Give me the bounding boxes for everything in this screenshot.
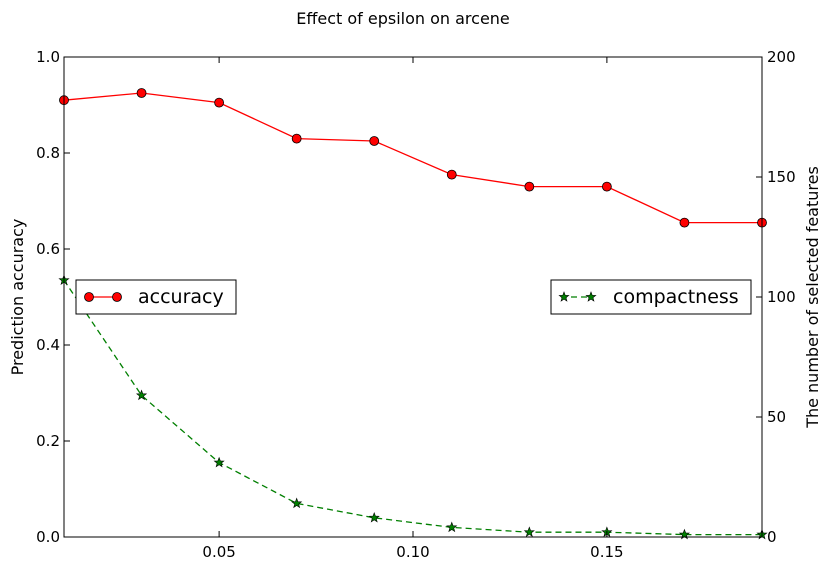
data-point-compactness — [523, 526, 535, 537]
data-point-compactness — [368, 511, 380, 523]
x-tick-label: 0.05 — [202, 543, 235, 561]
legend-accuracy-label: accuracy — [138, 286, 224, 308]
data-point-accuracy — [214, 97, 225, 108]
y-tick-label-right: 200 — [767, 48, 796, 66]
ticks-layer: 0.05 0.10 0.15 0.0 0.2 0.4 0.6 0.8 1.0 0 50 100 150 2… — [36, 48, 796, 561]
data-point-accuracy — [291, 133, 302, 144]
data-point-compactness — [213, 456, 225, 468]
data-point-accuracy — [369, 136, 380, 146]
data-point-accuracy — [446, 169, 457, 180]
chart-title: Effect of epsilon on arcene — [296, 9, 510, 28]
y-tick-label-right: 100 — [767, 288, 796, 306]
data-point-compactness — [446, 521, 458, 533]
y-tick-label-left: 0.2 — [36, 432, 60, 450]
x-tick-label: 0.10 — [396, 543, 429, 561]
y-tick-label-left: 0.8 — [36, 144, 60, 162]
legend-compactness-marker — [585, 291, 597, 302]
legend-compactness-label: compactness — [613, 286, 739, 308]
y-axis-label-left: Prediction accuracy — [8, 219, 27, 376]
y-tick-label-right: 0 — [767, 528, 777, 546]
legend-compactness: compactness — [550, 279, 752, 315]
data-point-accuracy — [524, 181, 535, 192]
legend-compactness-marker — [558, 291, 570, 302]
y-axis-label-right: The number of selected features — [803, 166, 822, 429]
data-point-accuracy — [679, 217, 690, 228]
data-point-accuracy — [601, 181, 612, 192]
y-tick-label-left: 0.6 — [36, 240, 60, 258]
x-tick-label: 0.15 — [590, 543, 623, 561]
y-tick-label-right: 50 — [767, 408, 786, 426]
data-point-compactness — [135, 389, 148, 401]
legend-accuracy: accuracy — [75, 279, 237, 315]
series-line-accuracy — [63, 92, 762, 224]
data-point-compactness — [291, 497, 303, 509]
y-tick-label-right: 150 — [767, 168, 796, 186]
series-line-compactness — [63, 279, 762, 536]
legend-accuracy-marker — [112, 292, 122, 302]
data-point-accuracy — [136, 88, 147, 98]
y-tick-label-left: 1.0 — [36, 48, 60, 66]
y-tick-label-left: 0.0 — [36, 528, 60, 546]
series-layer — [58, 88, 768, 540]
legend-accuracy-marker — [84, 292, 94, 302]
y-tick-label-left: 0.4 — [36, 336, 60, 354]
